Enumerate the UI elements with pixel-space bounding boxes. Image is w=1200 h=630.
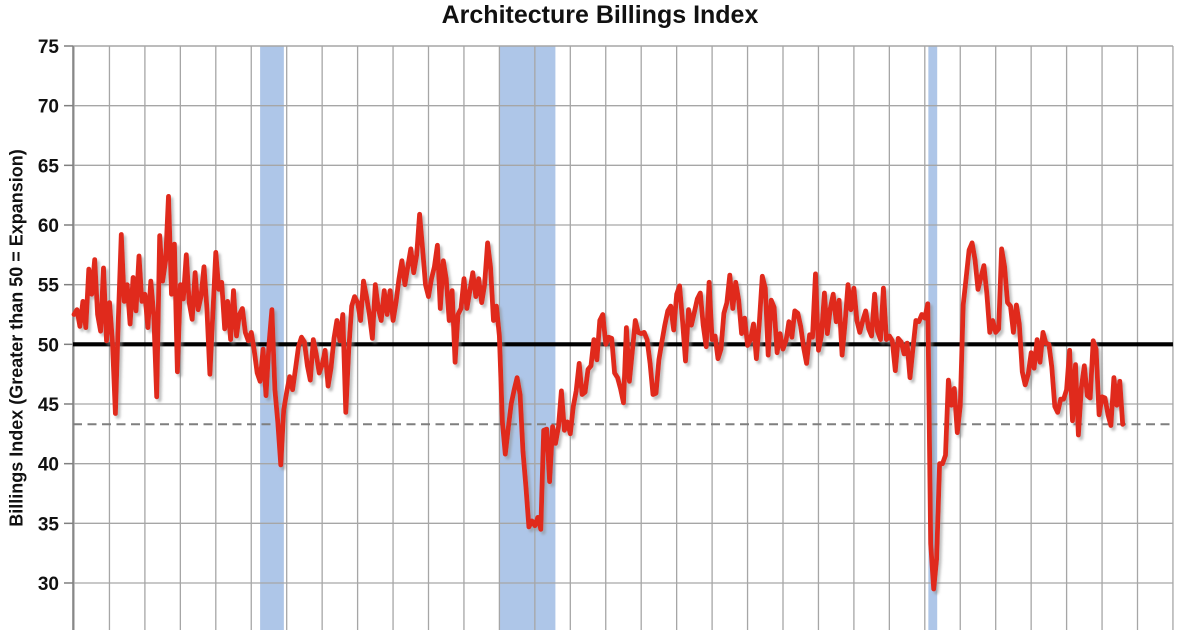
y-tick-label: 55 bbox=[38, 276, 60, 297]
y-tick-label: 45 bbox=[38, 395, 60, 416]
y-tick-label: 50 bbox=[38, 335, 59, 356]
chart-title: Architecture Billings Index bbox=[441, 1, 759, 29]
y-tick-label: 35 bbox=[38, 514, 60, 535]
recession-band bbox=[928, 46, 938, 630]
y-tick-label: 60 bbox=[38, 216, 59, 237]
recession-band bbox=[499, 46, 556, 630]
y-tick-label: 65 bbox=[38, 156, 60, 177]
y-tick-label: 70 bbox=[38, 97, 59, 118]
y-tick-label: 40 bbox=[38, 455, 59, 476]
y-tick-label: 75 bbox=[38, 37, 60, 58]
abi-series-line bbox=[71, 194, 1126, 592]
y-tick-label: 30 bbox=[38, 574, 59, 595]
